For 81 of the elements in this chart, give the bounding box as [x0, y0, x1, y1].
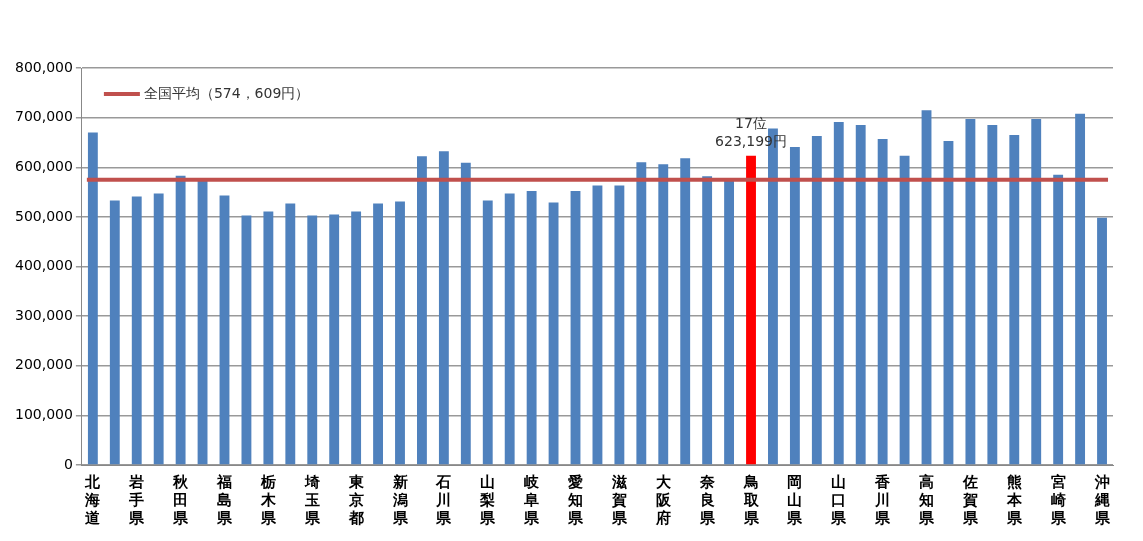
bar — [460, 162, 471, 465]
x-tick-label: 宮崎県 — [1049, 472, 1067, 527]
y-tick-label: 600,000 — [14, 157, 73, 174]
x-tick-label: 東京都 — [347, 472, 365, 527]
x-tick-label: 鳥取県 — [742, 472, 760, 527]
bar — [1097, 217, 1107, 465]
bar — [987, 125, 998, 465]
bar — [746, 155, 756, 465]
x-tick-label: 秋田県 — [172, 472, 190, 527]
x-tick-label: 大阪府 — [654, 472, 672, 527]
y-tick-label: 0 — [63, 455, 73, 472]
y-tick-label: 800,000 — [14, 58, 73, 75]
bar — [877, 138, 888, 465]
bar — [702, 176, 713, 465]
x-tick-label: 岐阜県 — [523, 472, 541, 527]
bar — [965, 119, 976, 465]
x-tick-label: 新潟県 — [391, 472, 409, 527]
bar — [219, 195, 230, 465]
bar — [241, 215, 252, 465]
bar — [614, 185, 625, 465]
bar — [438, 151, 449, 465]
y-tick-label: 100,000 — [14, 406, 73, 423]
bar — [789, 146, 800, 465]
x-tick-label: 山口県 — [830, 472, 848, 527]
x-tick-label: 愛知県 — [567, 472, 585, 527]
x-tick-label: 福島県 — [215, 472, 233, 527]
bar — [285, 203, 296, 465]
bar — [1031, 119, 1042, 465]
y-tick-label: 500,000 — [14, 207, 73, 224]
bar — [592, 185, 603, 465]
x-tick-label: 沖縄県 — [1093, 472, 1111, 527]
bar — [263, 211, 274, 465]
bar — [548, 202, 559, 465]
x-tick-label: 北海道 — [84, 472, 102, 527]
bar — [570, 191, 581, 465]
bar — [636, 162, 647, 465]
bar — [724, 180, 735, 465]
x-tick-label: 佐賀県 — [961, 472, 979, 527]
x-tick-label: 奈良県 — [698, 472, 716, 527]
bar — [680, 158, 691, 465]
bar — [833, 122, 844, 465]
bar — [504, 193, 515, 465]
bar — [1075, 113, 1086, 465]
bar — [658, 164, 669, 465]
bar — [373, 203, 383, 465]
x-tick-label: 栃木県 — [259, 472, 277, 527]
x-tick-label: 高知県 — [918, 472, 936, 527]
x-tick-label: 山梨県 — [479, 472, 497, 527]
bar — [417, 156, 427, 465]
y-tick-label: 300,000 — [14, 306, 73, 323]
bar — [175, 175, 186, 465]
bar — [329, 214, 340, 465]
bar — [87, 132, 98, 465]
bar — [307, 215, 318, 465]
bar — [153, 193, 164, 465]
bar — [921, 110, 932, 465]
y-tick-label: 700,000 — [14, 108, 73, 125]
x-tick-label: 石川県 — [435, 472, 453, 527]
bar — [811, 135, 822, 465]
x-tick-label: 熊本県 — [1005, 472, 1023, 527]
bar — [899, 155, 910, 465]
x-tick-label: 香川県 — [874, 472, 892, 527]
bar — [131, 196, 142, 465]
bar — [109, 200, 120, 465]
legend-label: 全国平均（574，609円） — [143, 84, 310, 101]
x-tick-label: 岡山県 — [786, 472, 804, 527]
y-tick-label: 200,000 — [14, 356, 73, 373]
bar — [482, 200, 493, 465]
y-tick-label: 400,000 — [14, 257, 73, 274]
bar — [1053, 174, 1064, 465]
annotation: 17位 — [735, 115, 767, 132]
x-tick-label: 埼玉県 — [303, 472, 321, 527]
x-tick-label: 滋賀県 — [610, 472, 628, 527]
bar — [351, 211, 362, 465]
bar — [526, 191, 537, 465]
bar — [395, 201, 405, 465]
bar — [197, 180, 208, 465]
bar — [943, 140, 954, 465]
bar — [1009, 134, 1020, 465]
bar — [855, 125, 866, 465]
x-tick-label: 岩手県 — [128, 472, 146, 527]
